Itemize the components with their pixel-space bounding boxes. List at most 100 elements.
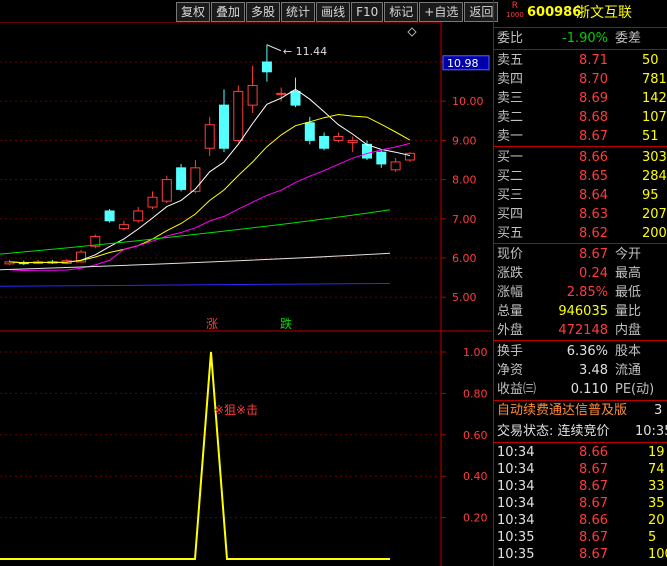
tick-price: 8.67 [579, 496, 608, 511]
bid-volume: 95 [642, 188, 659, 203]
candle-body [261, 61, 272, 73]
diamond-icon [407, 27, 417, 37]
candle-body [362, 143, 372, 159]
ask-price: 8.71 [579, 53, 608, 68]
candle-body [161, 179, 172, 202]
candle-body [347, 139, 358, 143]
stat-row: 现价 8.67 今开 [494, 246, 667, 264]
ask-row: 卖三 8.69 142 [494, 90, 667, 108]
candle-body [390, 161, 401, 171]
high-pointer [266, 44, 282, 52]
ask-price: 8.68 [579, 110, 608, 125]
toolbar-button-0[interactable]: 复权 [176, 2, 211, 22]
candle-body [118, 224, 129, 230]
stat-row: 外盘 472148 内盘 [494, 322, 667, 340]
bid-label: 买三 [497, 188, 524, 203]
toolbar-button-1[interactable]: 叠加 [211, 2, 246, 22]
ask-row: 卖一 8.67 51 [494, 128, 667, 146]
bid-label: 买一 [497, 150, 524, 165]
tick-row: 10:34 8.66 20 [494, 512, 667, 530]
toolbar-button-5[interactable]: F10 [351, 2, 384, 22]
tick-time: 10:34 [497, 479, 535, 494]
candle-body [319, 135, 330, 149]
stat-row: 总量 946035 量比 [494, 303, 667, 321]
indicator-tick-label: 0.20 [463, 512, 488, 525]
tick-time: 10:34 [497, 513, 535, 528]
news-row[interactable]: 自动续费通达信普及版 3 [494, 402, 667, 420]
bid-row: 买三 8.64 95 [494, 187, 667, 205]
tick-row: 10:34 8.67 35 [494, 495, 667, 513]
ask-price: 8.70 [579, 72, 608, 87]
toolbar-button-6[interactable]: 标记 [384, 2, 419, 22]
candle-body [76, 251, 86, 263]
ask-label: 卖二 [497, 110, 524, 125]
bid-row: 买二 8.65 284 [494, 168, 667, 186]
trade-time: 10:35 [635, 424, 667, 439]
stat-value: 472148 [558, 323, 608, 338]
bid-price: 8.64 [579, 188, 608, 203]
tick-row: 10:34 8.66 19 [494, 444, 667, 462]
bid-row: 买一 8.66 303 [494, 149, 667, 167]
wei-bi-row: 委比 -1.90% 委差 [497, 31, 642, 46]
price-tick-label: 5.00 [452, 291, 477, 304]
stat-label: 总量 [497, 304, 524, 319]
ask-price: 8.69 [579, 91, 608, 106]
tick-price: 8.67 [579, 530, 608, 545]
trade-status: 交易状态: 连续竞价 [497, 424, 610, 439]
toolbar-button-2[interactable]: 多股 [246, 2, 281, 22]
price-tick-label: 8.00 [452, 174, 477, 187]
stat-right-label: 今开 [615, 247, 642, 262]
fund-label: 净资 [497, 363, 524, 378]
stat-label: 涨幅 [497, 285, 524, 300]
candle-body [133, 210, 144, 222]
tick-row: 10:35 8.67 100 [494, 546, 667, 564]
tick-price: 8.67 [579, 462, 608, 477]
signal-label: ※狙※击 [214, 403, 258, 417]
bid-row: 买四 8.63 207 [494, 206, 667, 224]
fund-value: 0.110 [570, 382, 608, 397]
high-label: ← 11.44 [283, 45, 327, 58]
stat-right-label: 最低 [615, 285, 642, 300]
fund-right-label: 流通 [615, 363, 642, 378]
news-count: 3 [654, 403, 663, 418]
news-link[interactable]: 自动续费通达信普及版 [497, 403, 628, 418]
stock-name: 浙文互联 [576, 5, 632, 21]
toolbar-button-4[interactable]: 画线 [316, 2, 351, 22]
candle-body [104, 210, 115, 222]
candle-body [90, 235, 101, 247]
stat-label: 现价 [497, 247, 524, 262]
candle-body [219, 104, 229, 149]
candle-body [233, 90, 244, 141]
bid-volume: 284 [642, 169, 667, 184]
toolbar-button-8[interactable]: 返回 [464, 2, 499, 22]
indicator-tick-label: 1.00 [463, 346, 488, 359]
candle-body [190, 167, 201, 192]
bid-volume: 207 [642, 207, 667, 222]
candle-body [176, 167, 187, 190]
stock-header: R 1000 600986 浙文互联 [494, 2, 667, 24]
candle-body [247, 85, 258, 106]
toolbar-button-3[interactable]: 统计 [281, 2, 316, 22]
tick-row: 10:34 8.67 33 [494, 478, 667, 496]
candle-body [304, 122, 315, 141]
price-tick-label: 6.00 [452, 252, 477, 265]
stat-label: 涨跌 [497, 266, 524, 281]
tick-volume: 74 [648, 462, 665, 477]
price-tick-label: 9.00 [452, 134, 477, 147]
indicator-tick-label: 0.80 [463, 387, 488, 400]
fund-row: 净资 3.48 流通 [494, 362, 667, 380]
bid-label: 买二 [497, 169, 524, 184]
ask-volume: 781 [642, 72, 667, 87]
fund-right-label: 股本 [615, 344, 642, 359]
toolbar-button-7[interactable]: +自选 [419, 2, 464, 22]
tick-volume: 35 [648, 496, 665, 511]
fund-value: 3.48 [579, 363, 608, 378]
stat-value: 2.85% [566, 285, 608, 300]
bid-row: 买五 8.62 200 [494, 225, 667, 243]
tick-time: 10:34 [497, 462, 535, 477]
ask-volume: 107 [642, 110, 667, 125]
stat-right-label: 量比 [615, 304, 642, 319]
stock-code: 600986 [527, 5, 582, 20]
